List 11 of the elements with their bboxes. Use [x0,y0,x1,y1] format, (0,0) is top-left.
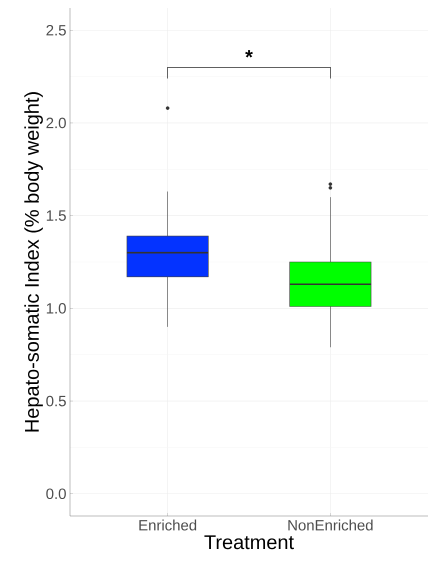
annotation: * [245,50,253,58]
x-tick-label: NonEnriched [288,520,373,530]
y-tick-label: 0.0 [46,488,66,500]
y-tick-label: 1.5 [46,210,66,221]
x-axis-title: Treatment [204,535,294,550]
x-tick-label: Enriched [139,520,196,530]
y-axis-title: Hepato-somatic Index (% body weight) [24,92,43,432]
y-tick-label: 2.0 [46,118,66,128]
y-tick-label: 0.5 [46,396,66,406]
y-tick-label: 2.5 [46,24,66,36]
y-tick-label: 1.0 [46,303,66,314]
